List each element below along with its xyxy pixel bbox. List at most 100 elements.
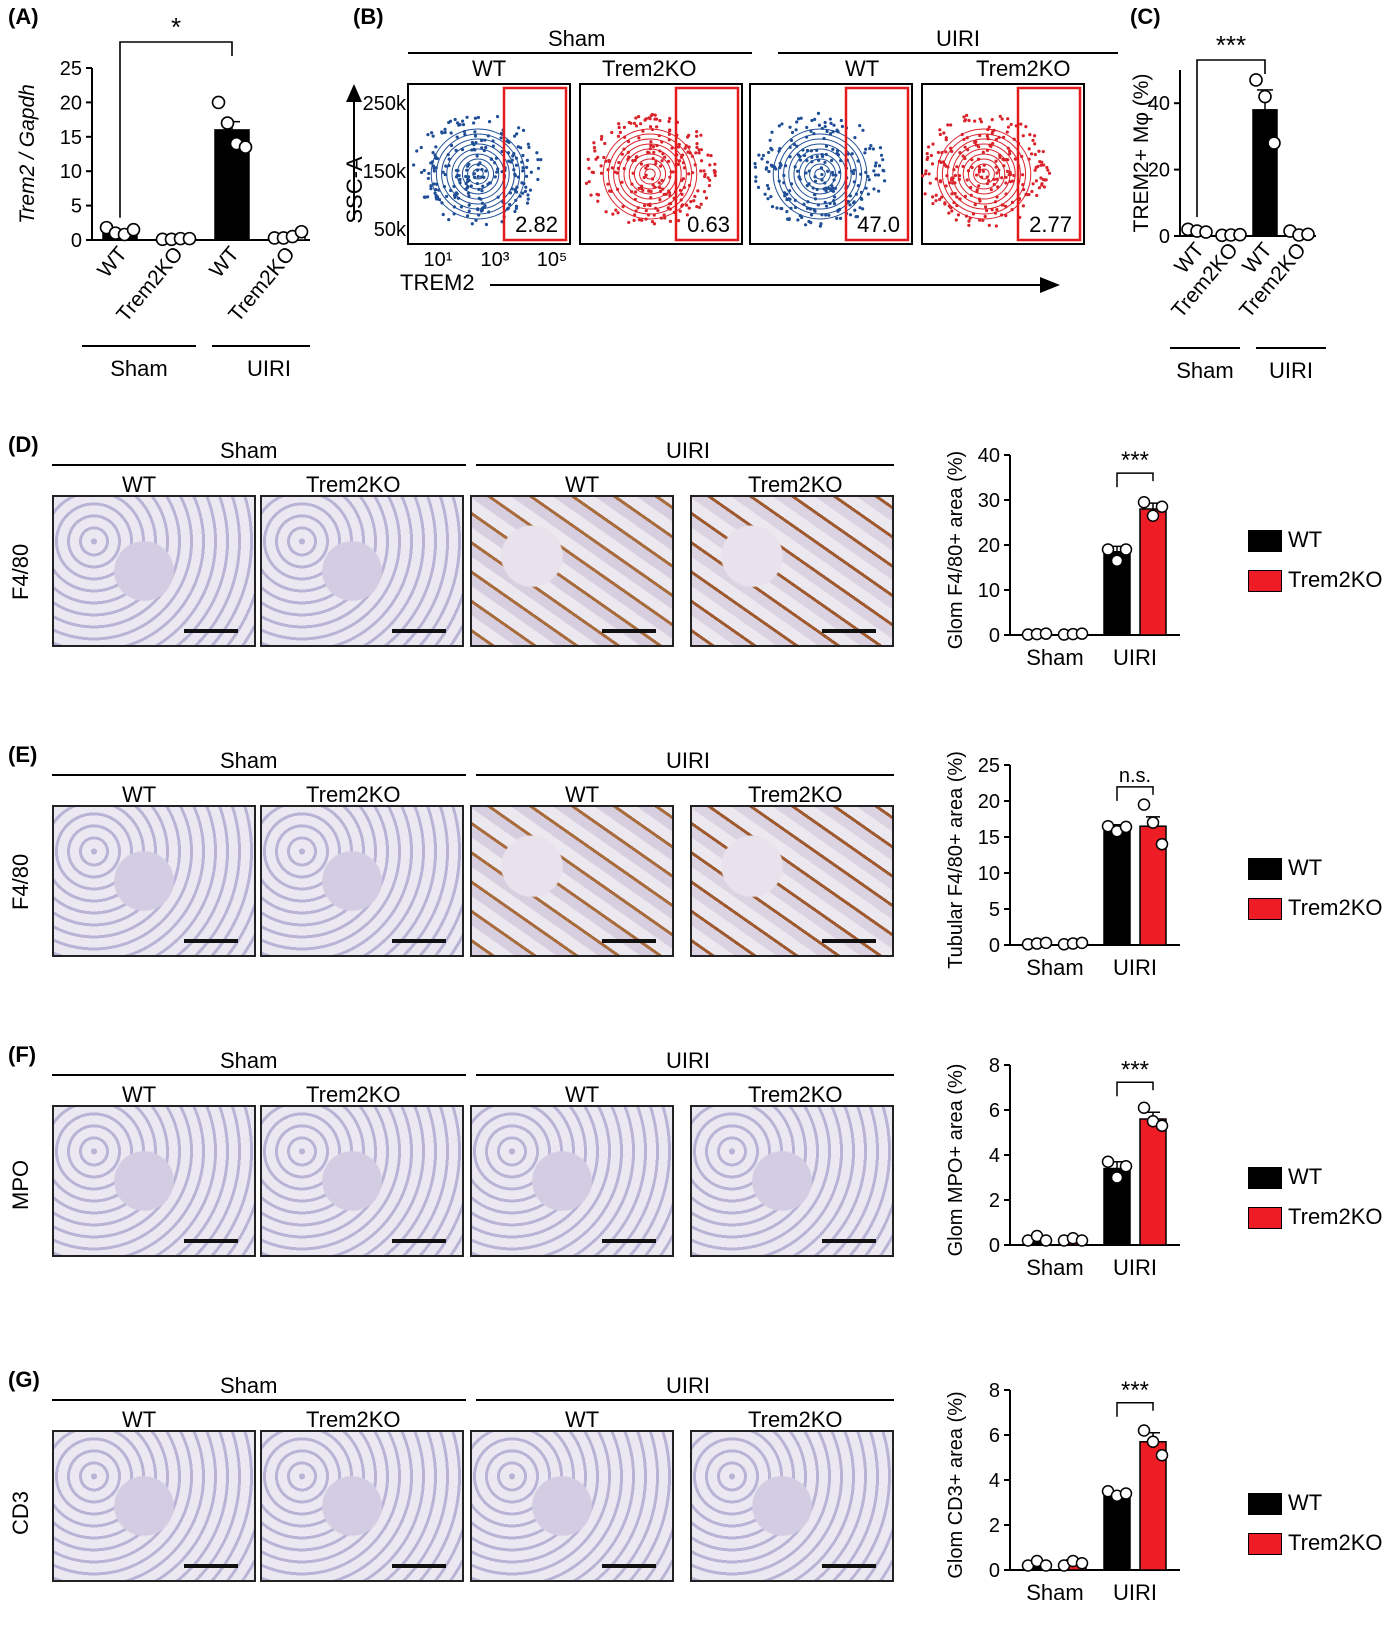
flow-event (976, 145, 981, 149)
flow-event (1043, 178, 1047, 182)
scale-bar (392, 1239, 446, 1243)
flow-event (780, 122, 784, 126)
flow-event (709, 154, 713, 158)
flow-event (479, 209, 483, 213)
flow-gate-value: 2.82 (515, 212, 558, 237)
flow-event (873, 173, 878, 177)
flow-event (1021, 173, 1025, 177)
g-micrograph-1 (260, 1430, 464, 1582)
flow-event (599, 137, 604, 141)
data-point (1039, 936, 1053, 950)
flow-contour (952, 143, 1016, 205)
legend-wt-label: WT (1288, 527, 1323, 552)
flow-x-tick-label: 10¹ (424, 249, 453, 271)
flow-gate (844, 86, 910, 242)
y-tick-label: 0 (989, 935, 1000, 957)
flow-event (633, 213, 637, 217)
flow-event (458, 177, 462, 182)
flow-event (753, 162, 757, 166)
g-sham-line (52, 1399, 466, 1401)
flow-event (611, 212, 615, 216)
scale-bar (392, 939, 446, 943)
data-point (1119, 543, 1133, 556)
legend-swatch-wt (1248, 1493, 1282, 1516)
flow-event (592, 141, 596, 145)
flow-event (586, 157, 590, 161)
y-tick-label: 5 (989, 899, 1000, 921)
flow-event (942, 131, 946, 135)
flow-event (828, 132, 833, 136)
flow-event (824, 144, 829, 148)
flow-event (653, 113, 657, 117)
flow-event (809, 213, 814, 217)
flow-event (484, 145, 488, 150)
d-col-ko-3: Trem2KO (748, 472, 843, 497)
legend-f: WT Trem2KO (1248, 1164, 1383, 1230)
flow-event (649, 143, 653, 148)
flow-event (858, 123, 862, 128)
flow-event (995, 171, 999, 175)
f-micrograph-2 (470, 1105, 674, 1257)
flow-event (868, 146, 872, 151)
flow-event (788, 125, 792, 129)
flow-event (525, 158, 529, 162)
legend-wt-label: WT (1288, 1164, 1323, 1189)
flow-event (526, 193, 530, 197)
scale-bar (822, 939, 876, 943)
flow-event (422, 168, 426, 172)
flow-event (978, 117, 982, 121)
data-point (1146, 816, 1160, 829)
d-sham-label: Sham (220, 438, 278, 463)
g-micrograph-3 (690, 1430, 894, 1582)
flow-event (412, 163, 416, 167)
flow-event (1033, 168, 1037, 172)
flow-event (426, 176, 430, 181)
x-tick-label: UIRI (1113, 1255, 1157, 1280)
flow-contour (435, 133, 521, 215)
g-micrograph-2 (470, 1430, 674, 1582)
flow-event (1036, 164, 1040, 169)
flow-event (430, 131, 434, 135)
y-tick-label: 2 (989, 1515, 1000, 1537)
data-point (1110, 554, 1124, 567)
panel-label-f: (F) (8, 1042, 37, 1067)
flow-event (641, 129, 645, 133)
flow-event (526, 197, 530, 201)
flow-event (473, 116, 478, 120)
flow-event (788, 197, 792, 201)
flow-event (770, 130, 774, 134)
flow-event (987, 125, 991, 129)
flow-event (950, 209, 954, 213)
flow-event (1000, 117, 1004, 121)
y-tick-label: 4 (989, 1145, 1000, 1167)
flow-event (620, 180, 624, 184)
flow-event (872, 187, 876, 191)
flow-event (756, 185, 761, 189)
f-micrograph-1 (260, 1105, 464, 1257)
data-point (1137, 1101, 1151, 1114)
flow-event (815, 154, 819, 159)
flow-event (649, 140, 653, 144)
flow-event (423, 195, 427, 199)
flow-event (1027, 147, 1031, 151)
flow-event (760, 157, 764, 161)
flow-event (618, 130, 622, 134)
data-point (1267, 136, 1281, 150)
data-point (1039, 627, 1053, 640)
flow-event (699, 133, 703, 137)
flow-event (449, 131, 453, 135)
flow-event (632, 218, 636, 222)
flow-event (967, 219, 971, 223)
flow-event (699, 148, 704, 152)
flow-event (765, 183, 770, 188)
significance-bracket (1116, 1402, 1154, 1417)
flow-event (617, 122, 621, 126)
data-point (1155, 1449, 1169, 1462)
flow-event (634, 124, 638, 128)
flow-event (850, 152, 854, 156)
flow-event (660, 178, 664, 182)
e-micrograph-3 (690, 805, 894, 957)
flow-event (470, 140, 475, 145)
flow-contour (957, 148, 1011, 200)
